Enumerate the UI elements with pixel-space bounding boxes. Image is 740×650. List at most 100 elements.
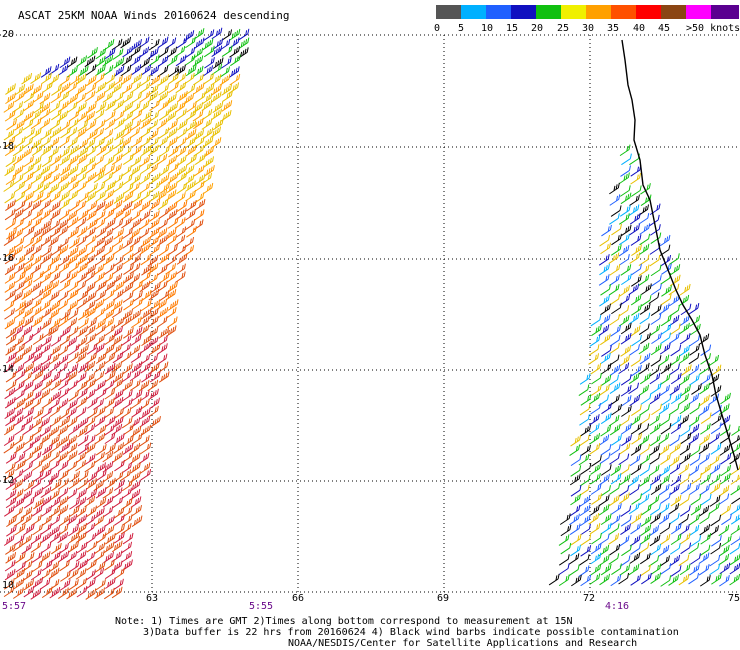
wind-barb bbox=[648, 495, 660, 507]
wind-barb bbox=[21, 560, 33, 573]
wind-barb bbox=[76, 577, 87, 590]
wind-barb bbox=[649, 444, 660, 456]
wind-barb bbox=[123, 423, 134, 436]
wind-barb bbox=[202, 127, 214, 139]
wind-barb bbox=[14, 254, 26, 267]
wind-barb bbox=[23, 398, 34, 410]
wind-barb bbox=[130, 173, 141, 186]
wind-barb bbox=[579, 474, 591, 487]
wind-barb bbox=[39, 578, 51, 590]
wind-barb bbox=[30, 568, 42, 581]
wind-barb bbox=[23, 585, 35, 598]
wind-barb bbox=[49, 219, 61, 231]
wind-barb bbox=[104, 280, 116, 292]
wind-barb bbox=[186, 101, 197, 113]
wind-barb bbox=[148, 226, 160, 239]
wind-barb bbox=[102, 91, 114, 103]
wind-barb bbox=[104, 477, 116, 490]
legend-label-50: >50 knots bbox=[686, 23, 740, 34]
wind-barb bbox=[599, 333, 611, 346]
wind-barb bbox=[60, 570, 71, 582]
wind-barb bbox=[139, 243, 150, 256]
wind-barb bbox=[12, 488, 24, 501]
wind-barb bbox=[22, 83, 34, 96]
wind-barb bbox=[31, 172, 43, 184]
wind-barb bbox=[50, 226, 61, 238]
wind-barb bbox=[86, 471, 98, 483]
wind-barb bbox=[57, 478, 69, 490]
wind-barb bbox=[138, 218, 150, 231]
wind-barb bbox=[31, 514, 42, 526]
wind-barb bbox=[129, 417, 141, 429]
lat-label-10: 10 bbox=[2, 580, 15, 591]
wind-barb bbox=[130, 351, 142, 363]
wind-barb bbox=[59, 514, 71, 526]
wind-barb bbox=[560, 542, 572, 555]
wind-barb bbox=[175, 146, 187, 158]
wind-barb bbox=[129, 369, 141, 382]
wind-barb bbox=[590, 542, 602, 555]
wind-barb bbox=[629, 252, 641, 264]
wind-barb bbox=[12, 165, 24, 177]
wind-barb bbox=[669, 543, 681, 555]
wind-barb bbox=[599, 263, 610, 276]
wind-barb bbox=[94, 137, 106, 149]
wind-barb bbox=[75, 351, 87, 364]
wind-barb bbox=[57, 315, 69, 328]
wind-barb bbox=[78, 443, 89, 455]
wind-barb bbox=[12, 407, 24, 420]
wind-barb bbox=[5, 92, 16, 105]
wind-barb bbox=[571, 574, 582, 587]
wind-barb bbox=[22, 380, 34, 392]
wind-barb bbox=[22, 451, 34, 464]
wind-barb bbox=[59, 56, 71, 69]
wind-speed-legend: 0 5 10 15 20 25 30 35 40 45 >50 knots bbox=[434, 5, 740, 35]
wind-barb bbox=[611, 434, 622, 446]
wind-barb bbox=[570, 544, 581, 557]
wind-barb bbox=[175, 54, 187, 67]
wind-barb bbox=[580, 523, 591, 536]
wind-barb bbox=[49, 531, 61, 544]
wind-barb bbox=[21, 345, 33, 357]
wind-barb bbox=[709, 502, 720, 514]
wind-barb bbox=[12, 434, 24, 447]
wind-barb bbox=[589, 392, 601, 405]
wind-barb bbox=[639, 464, 651, 477]
wind-barb bbox=[129, 262, 141, 275]
wind-barb bbox=[5, 371, 17, 383]
wind-barb bbox=[649, 453, 661, 465]
wind-barb bbox=[629, 534, 641, 547]
wind-barb bbox=[114, 524, 125, 536]
lon-label-75: 75 bbox=[728, 593, 740, 604]
wind-barb bbox=[130, 155, 142, 168]
wind-barb bbox=[4, 568, 16, 581]
wind-barb bbox=[639, 533, 651, 545]
wind-barb bbox=[121, 514, 133, 526]
wind-barb bbox=[228, 82, 240, 94]
wind-barb bbox=[167, 102, 179, 114]
wind-barb bbox=[650, 313, 662, 325]
wind-barb bbox=[94, 507, 105, 519]
wind-barb bbox=[4, 252, 16, 265]
wind-barb bbox=[185, 199, 197, 212]
wind-barb bbox=[660, 273, 672, 285]
wind-barb bbox=[700, 353, 712, 365]
wind-barb bbox=[122, 379, 134, 392]
wind-barb bbox=[157, 361, 169, 374]
wind-barb bbox=[96, 280, 107, 292]
wind-barb bbox=[122, 101, 134, 113]
wind-barb bbox=[183, 164, 195, 176]
wind-barb bbox=[111, 334, 123, 347]
wind-barb bbox=[157, 198, 169, 211]
wind-barb bbox=[130, 64, 142, 76]
wind-barb bbox=[75, 217, 87, 229]
wind-barb bbox=[609, 194, 621, 206]
legend-swatch-10 bbox=[686, 5, 711, 19]
wind-barb bbox=[120, 208, 132, 221]
wind-barb bbox=[610, 325, 622, 337]
wind-barb bbox=[67, 351, 79, 364]
wind-barb bbox=[30, 390, 42, 402]
wind-barb bbox=[600, 374, 612, 387]
wind-barb bbox=[48, 471, 60, 483]
wind-barb bbox=[130, 45, 141, 57]
